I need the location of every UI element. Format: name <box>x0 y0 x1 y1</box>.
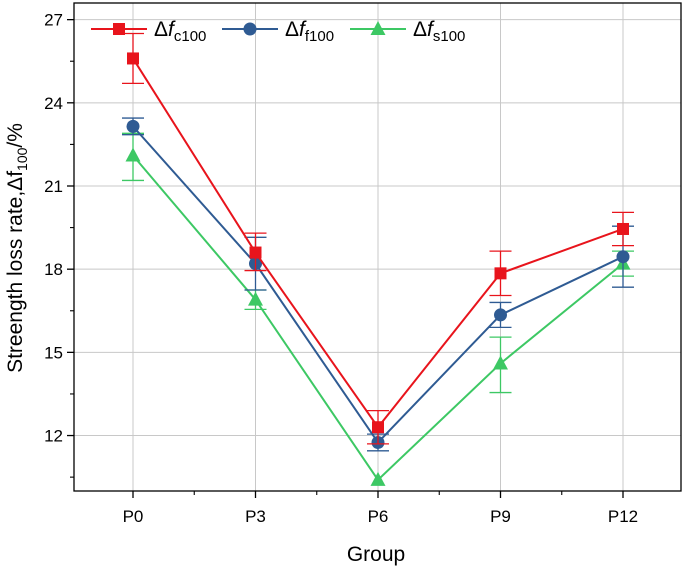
y-axis-title: Streength loss rate,Δf100/% <box>4 123 30 373</box>
data-point <box>494 308 507 322</box>
x-tick-label: P0 <box>123 507 144 526</box>
data-point <box>493 355 508 370</box>
data-point <box>617 222 629 235</box>
legend-label-delta: Δ <box>154 18 168 41</box>
data-point <box>127 52 139 65</box>
legend: Δfc100 Δff100 Δfs100 <box>91 18 465 45</box>
data-point <box>126 119 140 133</box>
legend-marker <box>370 21 386 35</box>
data-point <box>248 291 263 306</box>
y-axis-title-main: Streength loss rate, <box>4 191 27 373</box>
y-axis-title-delta: Δf <box>4 171 27 191</box>
legend-label: Δff100 <box>285 18 334 45</box>
data-point <box>616 250 630 264</box>
legend-label-sub: s100 <box>433 28 466 45</box>
legend-label-delta: Δ <box>285 18 299 41</box>
legend-entry: Δfs100 <box>350 18 465 45</box>
y-axis-title-unit: /% <box>4 123 27 148</box>
legend-label-sub: f100 <box>305 28 334 45</box>
series-square <box>122 32 634 445</box>
legend-label-delta: Δ <box>413 18 427 41</box>
legend-marker <box>243 22 257 36</box>
y-axis-title-sub: 100 <box>14 147 30 171</box>
y-tick-label: 27 <box>44 11 63 30</box>
data-point <box>370 471 386 486</box>
legend-marker <box>113 23 125 35</box>
plot-series <box>122 32 634 486</box>
y-tick-label: 24 <box>44 94 63 113</box>
legend-label: Δfc100 <box>154 18 206 45</box>
legend-entry: Δff100 <box>222 18 334 45</box>
x-tick-label: P9 <box>490 507 511 526</box>
x-tick-label: P3 <box>245 507 266 526</box>
legend-label-sub: c100 <box>174 28 207 45</box>
data-point <box>372 421 384 434</box>
data-point <box>494 267 507 280</box>
data-point <box>249 246 262 259</box>
y-tick-label: 12 <box>44 427 63 446</box>
legend-label-f: f <box>427 18 435 41</box>
x-tick-label: P12 <box>608 507 638 526</box>
y-tick-label: 18 <box>44 260 63 279</box>
y-tick-label: 21 <box>44 177 63 196</box>
x-tick-label: P6 <box>368 507 389 526</box>
legend-label-f: f <box>168 18 176 41</box>
x-axis-title: Group <box>347 543 405 566</box>
tick-labels: 12 15 18 21 24 27 P0 P3 P6 P9 P12 <box>44 11 638 526</box>
legend-label: Δfs100 <box>413 18 465 45</box>
legend-label-f: f <box>299 18 307 41</box>
y-tick-label: 15 <box>44 343 63 362</box>
data-point <box>125 147 141 162</box>
legend-entry: Δfc100 <box>91 18 206 45</box>
axes <box>67 2 682 498</box>
